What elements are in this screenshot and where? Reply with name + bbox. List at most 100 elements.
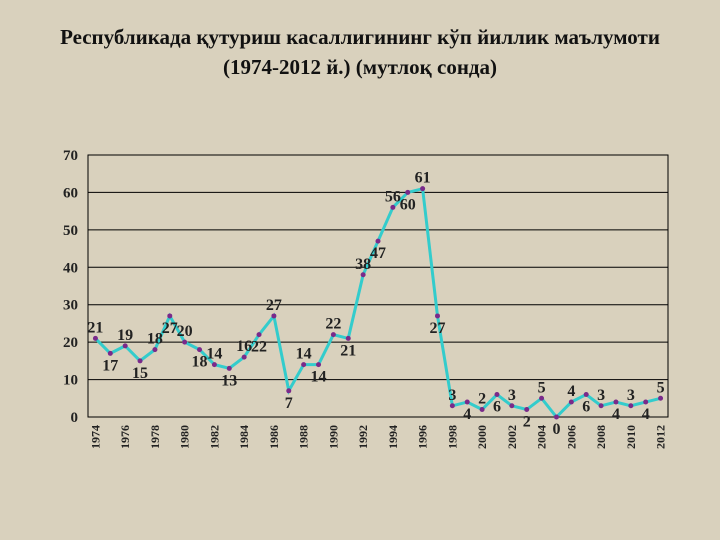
- marker: [643, 399, 649, 405]
- data-label: 47: [370, 245, 386, 262]
- data-label: 4: [612, 406, 620, 423]
- marker: [434, 313, 440, 319]
- marker: [628, 403, 634, 409]
- data-label: 3: [508, 387, 516, 404]
- data-label: 7: [285, 395, 293, 412]
- data-label: 14: [206, 346, 222, 363]
- marker: [539, 395, 545, 401]
- data-label: 22: [251, 339, 267, 356]
- marker: [420, 186, 426, 192]
- data-label: 17: [102, 357, 118, 374]
- marker: [449, 403, 455, 409]
- marker: [345, 335, 351, 341]
- marker: [137, 358, 143, 364]
- data-label: 18: [192, 354, 208, 371]
- data-label: 5: [657, 379, 665, 396]
- x-tick-label: 1976: [118, 425, 132, 449]
- y-tick-label: 60: [63, 185, 78, 201]
- data-label: 21: [87, 319, 103, 336]
- marker: [464, 399, 470, 405]
- marker: [330, 332, 336, 338]
- x-tick-label: 1994: [386, 425, 400, 449]
- marker: [211, 362, 217, 368]
- data-label: 3: [627, 387, 635, 404]
- data-label: 2: [478, 391, 486, 408]
- x-tick-label: 1996: [416, 425, 430, 449]
- y-tick-label: 50: [63, 223, 78, 239]
- marker: [301, 362, 307, 368]
- marker: [197, 347, 203, 353]
- data-label: 27: [162, 320, 178, 337]
- line: [94, 186, 661, 420]
- data-label: 0: [552, 421, 560, 438]
- y-tick-label: 40: [63, 260, 78, 276]
- data-label: 6: [582, 399, 590, 416]
- data-label: 22: [325, 316, 341, 333]
- data-label: 14: [296, 346, 312, 363]
- x-tick-label: 1986: [267, 425, 281, 449]
- data-label: 16: [236, 338, 252, 355]
- data-label: 60: [400, 196, 416, 213]
- data-label: 5: [538, 379, 546, 396]
- marker: [271, 313, 277, 319]
- x-tick-label: 2000: [475, 425, 489, 449]
- y-tick-label: 20: [63, 335, 78, 351]
- data-label: 3: [448, 387, 456, 404]
- marker: [598, 403, 604, 409]
- data-label: 4: [463, 406, 471, 423]
- data-label: 2: [523, 414, 531, 431]
- x-tick-label: 1974: [88, 425, 102, 449]
- x-tick-label: 1978: [148, 425, 162, 449]
- x-tick-label: 1980: [178, 425, 192, 449]
- marker: [524, 407, 530, 413]
- marker: [256, 332, 262, 338]
- marker: [405, 189, 411, 195]
- x-tick-label: 1998: [445, 425, 459, 449]
- data-label: 38: [355, 256, 371, 273]
- data-label: 3: [597, 387, 605, 404]
- chart-title: Республикада қутуриш касаллигининг кўп й…: [60, 25, 660, 79]
- x-tick-label: 2012: [654, 425, 668, 449]
- y-tick-label: 0: [71, 410, 79, 426]
- x-tick-label: 2004: [535, 425, 549, 449]
- marker: [479, 407, 485, 413]
- x-tick-label: 1984: [237, 425, 251, 449]
- marker: [182, 339, 188, 345]
- y-tick-label: 30: [63, 298, 78, 314]
- marker: [122, 343, 128, 349]
- marker: [553, 414, 559, 420]
- data-label: 27: [266, 297, 282, 314]
- data-label: 27: [429, 320, 445, 337]
- marker: [658, 395, 664, 401]
- marker: [286, 388, 292, 394]
- x-tick-label: 1990: [326, 425, 340, 449]
- marker: [316, 362, 322, 368]
- marker: [509, 403, 515, 409]
- data-label: 18: [147, 331, 163, 348]
- x-tick-label: 2010: [624, 425, 638, 449]
- marker: [375, 238, 381, 244]
- data-label: 19: [117, 327, 133, 344]
- data-label: 15: [132, 365, 148, 382]
- marker: [583, 392, 589, 398]
- x-tick-label: 1988: [297, 425, 311, 449]
- marker: [494, 392, 500, 398]
- marker: [241, 354, 247, 360]
- data-label: 13: [221, 372, 237, 389]
- marker: [390, 204, 396, 210]
- y-tick-label: 10: [63, 373, 78, 389]
- x-tick-label: 1982: [207, 425, 221, 449]
- data-label: 4: [642, 406, 650, 423]
- data-label: 6: [493, 399, 501, 416]
- x-tick-label: 2002: [505, 425, 519, 449]
- marker: [92, 335, 98, 341]
- marker: [568, 399, 574, 405]
- data-label: 61: [415, 170, 431, 187]
- data-label: 56: [385, 188, 401, 205]
- x-tick-label: 2008: [594, 425, 608, 449]
- marker: [226, 365, 232, 371]
- marker: [107, 350, 113, 356]
- x-tick-label: 2006: [564, 425, 578, 449]
